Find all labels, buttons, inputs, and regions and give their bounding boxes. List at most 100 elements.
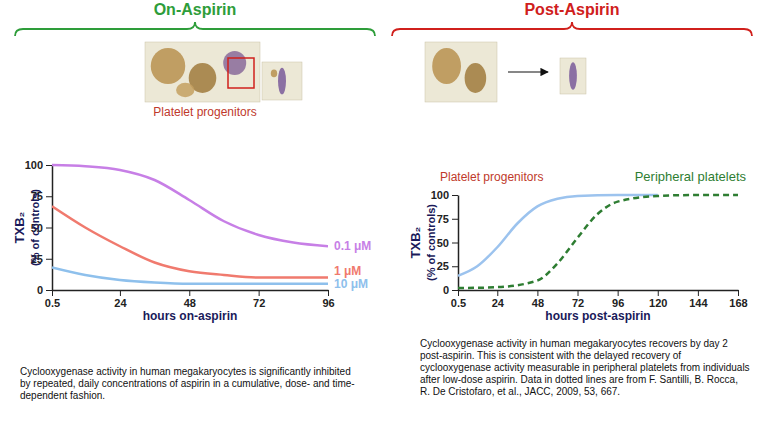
tick-label: 48 (532, 297, 544, 309)
tick-label: 24 (114, 297, 127, 309)
tick: 0.5 (451, 290, 466, 309)
tick: 48 (184, 290, 196, 309)
tick-mark (497, 290, 498, 296)
series-line (52, 165, 328, 246)
tick-label: 96 (322, 297, 334, 309)
y-axis-title: (% of controls) (425, 204, 437, 281)
tick: 48 (532, 290, 544, 309)
axis-line (459, 290, 739, 292)
tick-mark (46, 290, 52, 291)
tick-label: 0.5 (45, 297, 60, 309)
tick-label: 0 (443, 284, 449, 296)
micrograph (425, 42, 497, 102)
tick: 120 (649, 290, 667, 309)
x-axis-title: hours on-aspirin (143, 309, 238, 323)
y-axis-title: TXB₂ (12, 211, 27, 243)
tick: 72 (253, 290, 265, 309)
tick-mark (458, 290, 459, 296)
panel: On-Aspirin Platelet progenitors 0.5 24 48 72 9… (12, 1, 375, 323)
tick-label: 144 (689, 297, 708, 309)
tick-label: 120 (649, 297, 667, 309)
caption: Cyclooxygenase activity in human megakar… (420, 338, 750, 398)
series-line (52, 268, 328, 284)
tick-mark (46, 228, 52, 229)
tick-label: 168 (729, 297, 747, 309)
y-axis-title: TXB₂ (408, 226, 423, 258)
panel: Post-Aspirin 0.5 24 48 72 96 120 144 168 0 25 50 75 1… (392, 1, 752, 323)
tick-mark (698, 290, 699, 296)
arrow (508, 71, 548, 72)
plot-area (52, 165, 328, 284)
tick-mark (452, 266, 458, 267)
tick-label: 50 (437, 237, 449, 249)
tick-label: 0.5 (451, 297, 466, 309)
tick: 100 (25, 159, 52, 171)
micrograph (560, 58, 586, 94)
highlight-box (228, 58, 254, 88)
tick-label: 48 (184, 297, 196, 309)
cell (569, 62, 577, 89)
tick: 96 (322, 290, 334, 309)
tick-mark (46, 259, 52, 260)
micrograph (145, 42, 260, 102)
tick-mark (452, 243, 458, 244)
tick-mark (259, 290, 260, 296)
y-axis: 0255075100 (25, 159, 53, 296)
x-axis-title: hours post-aspirin (545, 309, 650, 323)
tick-mark (452, 195, 458, 196)
tick-mark (52, 290, 53, 296)
micrograph (262, 62, 302, 100)
tick: 72 (572, 290, 584, 309)
series-label: Platelet progenitors (440, 170, 543, 184)
axis-line (53, 290, 329, 292)
tick-mark (452, 290, 458, 291)
tick-mark (46, 196, 52, 197)
tick: 0 (443, 284, 458, 296)
tick: 0 (37, 284, 52, 296)
tick-label: 100 (25, 159, 43, 171)
tick: 24 (114, 290, 127, 309)
tick-mark (120, 290, 121, 296)
cell (176, 83, 194, 97)
panel-title: On-Aspirin (154, 1, 237, 18)
tick-label: 72 (572, 297, 584, 309)
plot-area (458, 195, 738, 288)
tick-mark (452, 219, 458, 220)
series-label: 0.1 μM (334, 239, 371, 253)
tick: 96 (612, 290, 624, 309)
tick-mark (738, 290, 739, 296)
brace (392, 22, 752, 36)
tick: 25 (437, 260, 458, 272)
cell (278, 68, 286, 95)
tick: 168 (729, 290, 747, 309)
tick-label: 100 (431, 189, 449, 201)
tick-mark (46, 165, 52, 166)
image-label: Platelet progenitors (153, 105, 256, 119)
tick-label: 96 (612, 297, 624, 309)
brace (15, 22, 375, 36)
x-axis: 0.5 24 48 72 96 120 144 168 (451, 290, 748, 309)
cell (432, 48, 461, 84)
series-label: 10 μM (334, 277, 368, 291)
series-label: Peripheral platelets (635, 169, 747, 184)
tick: 24 (492, 290, 505, 309)
tick-mark (618, 290, 619, 296)
x-axis: 0.5 24 48 72 96 (45, 290, 335, 309)
tick-label: 72 (253, 297, 265, 309)
tick-label: 25 (437, 260, 449, 272)
tick-label: 24 (492, 297, 505, 309)
series-line (458, 195, 738, 288)
series-line (458, 195, 658, 276)
tick: 100 (431, 189, 458, 201)
y-axis-title: (% of controls) (29, 189, 41, 266)
tick-mark (658, 290, 659, 296)
tick-mark (578, 290, 579, 296)
tick: 0.5 (45, 290, 60, 309)
panel-title: Post-Aspirin (524, 1, 619, 18)
cell (151, 48, 186, 84)
series-line (52, 206, 328, 277)
cell (465, 63, 487, 93)
tick-label: 75 (437, 213, 449, 225)
tick: 75 (437, 213, 458, 225)
tick-mark (328, 290, 329, 296)
